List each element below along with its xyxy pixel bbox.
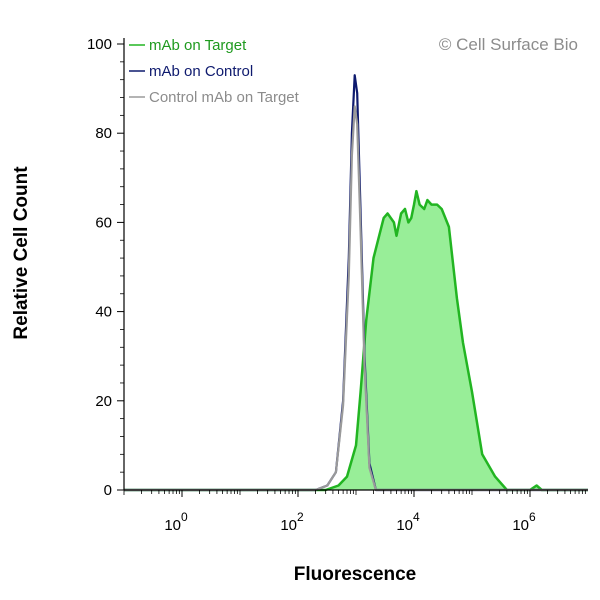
legend-label-series-3: Control mAb on Target	[149, 89, 300, 106]
plot-area	[124, 74, 588, 492]
y-tick-label: 20	[95, 393, 112, 410]
axes: 0 20 40 60 80 100 100 102 104 106	[87, 36, 588, 534]
legend-label-series-1: mAb on Target	[149, 37, 247, 54]
y-tick-label: 60	[95, 214, 112, 231]
y-axis-title: Relative Cell Count	[11, 166, 32, 340]
x-axis-title: Fluorescence	[294, 564, 417, 585]
x-tick-label: 100	[164, 510, 188, 534]
series-2-line	[124, 74, 588, 492]
legend-label-series-2: mAb on Control	[149, 63, 253, 80]
series-1-area	[124, 191, 588, 490]
y-tick-label: 40	[95, 304, 112, 321]
x-tick-label: 106	[512, 510, 536, 534]
series-3-line	[124, 105, 588, 492]
legend: mAb on Target mAb on Control Control mAb…	[129, 37, 300, 106]
y-tick-label: 0	[104, 482, 112, 499]
x-tick-label: 104	[396, 510, 420, 534]
y-tick-label: 100	[87, 36, 112, 53]
watermark-text: © Cell Surface Bio	[439, 35, 578, 54]
y-tick-label: 80	[95, 125, 112, 142]
x-tick-label: 102	[280, 510, 304, 534]
series-1-line	[124, 189, 588, 492]
